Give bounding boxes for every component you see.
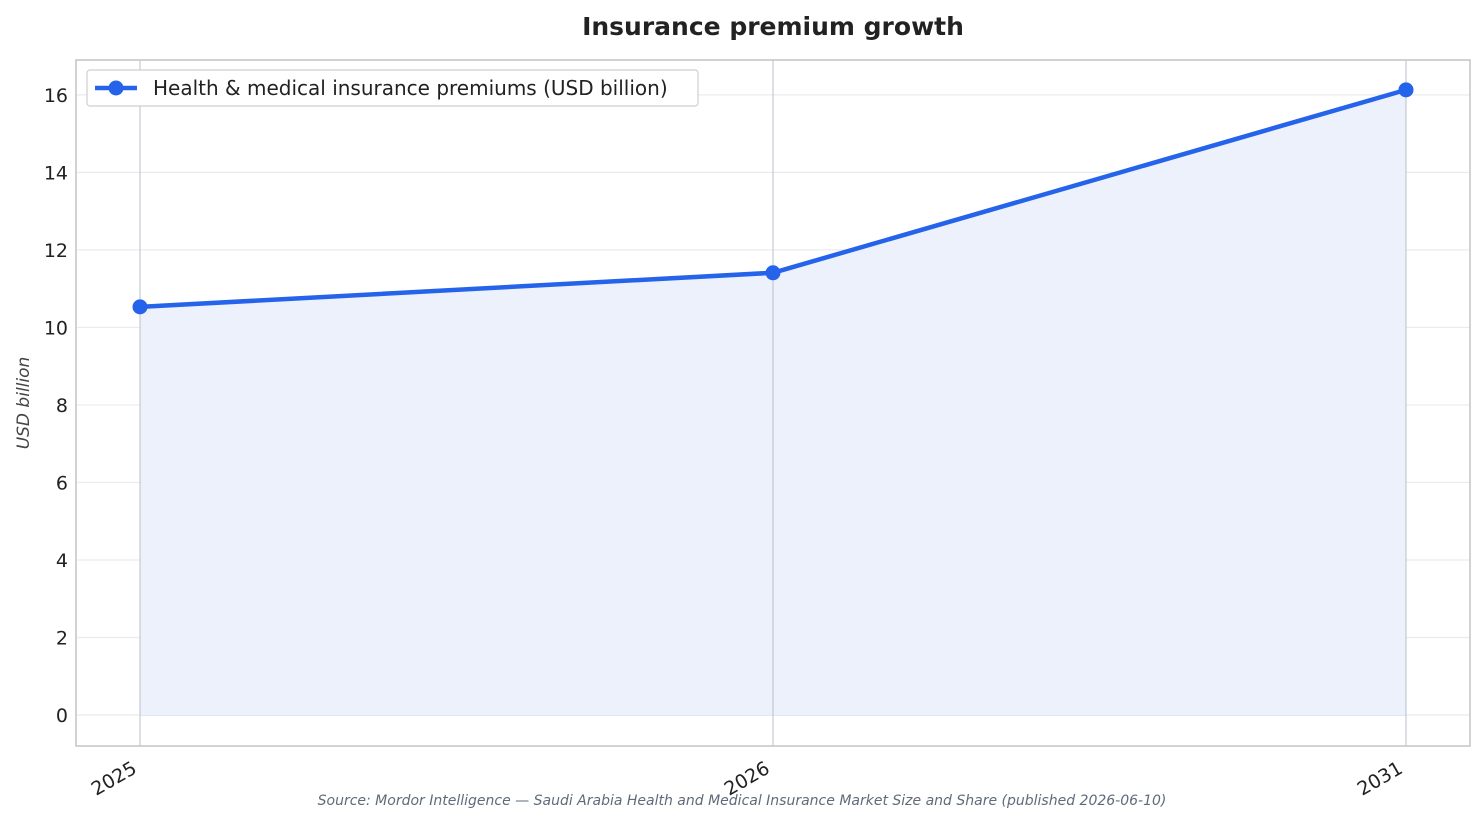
source-note: Source: Mordor Intelligence — Saudi Arab… <box>318 793 1167 809</box>
y-tick-label: 16 <box>44 85 68 107</box>
y-tick-label: 8 <box>56 395 68 417</box>
data-point-2026 <box>765 265 781 281</box>
vertical-gridlines <box>139 60 1407 746</box>
legend-marker-swatch <box>108 80 124 96</box>
y-tick-label: 4 <box>56 550 68 572</box>
legend-label: Health & medical insurance premiums (USD… <box>153 76 668 100</box>
data-point-2031 <box>1398 82 1414 98</box>
y-tick-label: 0 <box>56 705 68 727</box>
x-tick-label: 2025 <box>88 757 141 800</box>
data-points <box>132 82 1414 315</box>
chart-title: Insurance premium growth <box>582 12 964 41</box>
y-tick-label: 6 <box>56 472 68 494</box>
data-point-2025 <box>132 299 148 315</box>
y-tick-label: 14 <box>44 162 68 184</box>
plot-frame <box>75 59 1471 747</box>
legend-box <box>86 69 699 107</box>
x-tick-label: 2031 <box>1354 757 1407 800</box>
y-tick-label: 12 <box>44 240 68 262</box>
y-tick-labels: 0 2 4 6 8 10 12 14 16 <box>44 85 68 727</box>
legend: Health & medical insurance premiums (USD… <box>86 69 699 107</box>
y-tick-label: 10 <box>44 317 68 339</box>
y-axis-label: USD billion <box>14 357 34 450</box>
y-tick-label: 2 <box>56 627 68 649</box>
